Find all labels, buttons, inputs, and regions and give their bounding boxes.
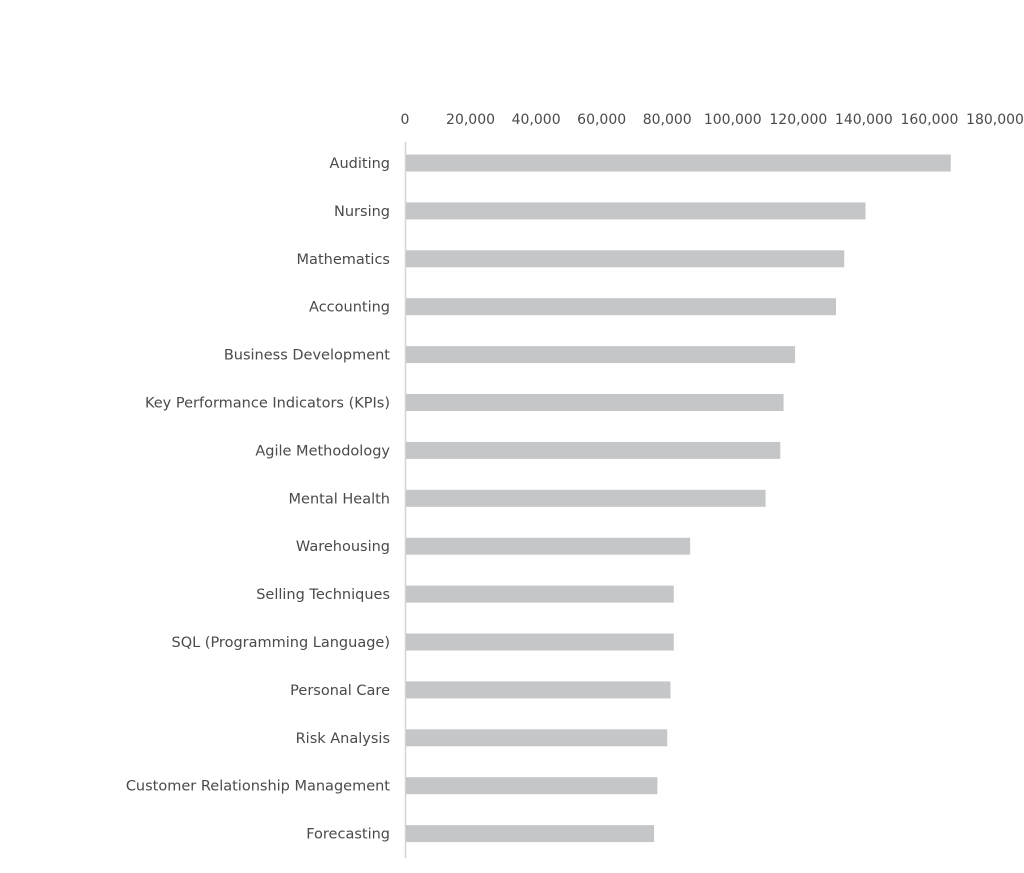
bar xyxy=(406,585,674,603)
bar xyxy=(406,681,671,699)
category-label: Agile Methodology xyxy=(255,443,390,459)
category-label: Forecasting xyxy=(306,827,390,843)
category-label: Auditing xyxy=(330,156,390,172)
category-label: Business Development xyxy=(224,348,390,364)
category-label: Mental Health xyxy=(289,491,390,507)
category-label: Warehousing xyxy=(296,539,390,555)
bar xyxy=(406,489,766,507)
x-tick-label: 180,000 xyxy=(966,112,1024,128)
category-label: Mathematics xyxy=(297,252,390,268)
category-label: Risk Analysis xyxy=(296,731,390,747)
bar xyxy=(406,441,781,459)
bar xyxy=(406,777,658,795)
bar xyxy=(406,202,866,220)
x-tick-label: 0 xyxy=(401,112,410,128)
x-tick-label: 160,000 xyxy=(900,112,958,128)
x-tick-label: 140,000 xyxy=(835,112,893,128)
category-label: Selling Techniques xyxy=(256,587,390,603)
bar xyxy=(406,537,691,555)
x-tick-label: 60,000 xyxy=(577,112,626,128)
category-label: Accounting xyxy=(309,300,390,316)
x-tick-label: 100,000 xyxy=(704,112,762,128)
x-tick-label: 40,000 xyxy=(512,112,561,128)
bar xyxy=(406,825,655,843)
bar-layer xyxy=(406,154,951,843)
bar xyxy=(406,346,796,364)
category-label: Personal Care xyxy=(290,683,390,699)
bar xyxy=(406,394,784,411)
category-label: SQL (Programming Language) xyxy=(171,635,390,651)
x-tick-label: 120,000 xyxy=(769,112,827,128)
x-tick-label: 20,000 xyxy=(446,112,495,128)
category-label: Customer Relationship Management xyxy=(126,779,390,795)
category-label: Nursing xyxy=(334,204,390,220)
bar xyxy=(406,154,951,172)
category-label: Key Performance Indicators (KPIs) xyxy=(145,396,390,412)
bar xyxy=(406,298,837,316)
bar xyxy=(406,729,668,747)
x-tick-label: 80,000 xyxy=(643,112,692,128)
axis-layer: 0 20,000 40,000 60,000 80,000 100,000 120,000 1… xyxy=(401,112,1024,858)
bar xyxy=(406,250,845,268)
bar xyxy=(406,633,674,651)
label-layer: Auditing Nursing Mathematics Accounting Busi… xyxy=(126,156,391,843)
